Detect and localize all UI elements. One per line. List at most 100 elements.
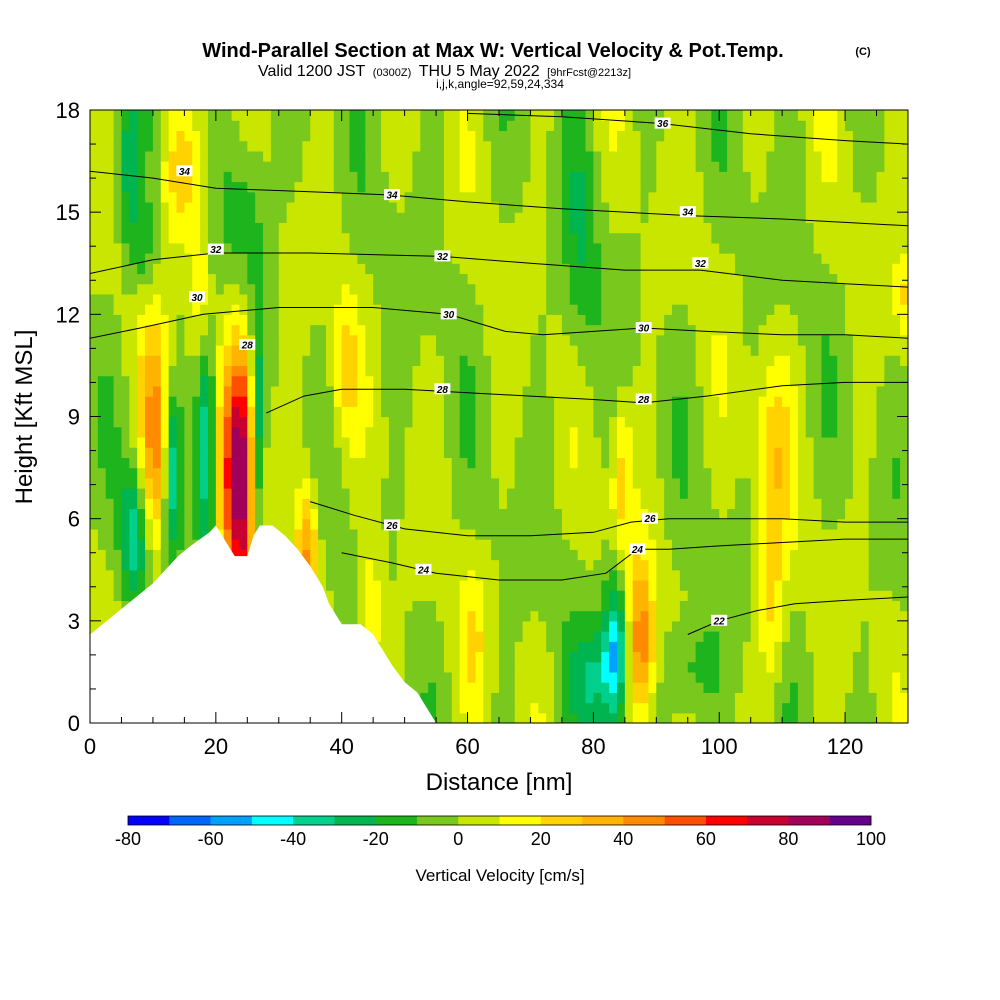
velocity-cell: [561, 161, 571, 172]
velocity-cell: [373, 498, 382, 510]
velocity-cell: [412, 304, 421, 315]
velocity-cell: [223, 365, 233, 377]
velocity-cell: [105, 590, 115, 601]
velocity-cell: [648, 600, 657, 612]
velocity-cell: [239, 161, 248, 172]
velocity-cell: [734, 334, 744, 346]
velocity-cell: [404, 528, 414, 540]
velocity-cell: [483, 579, 492, 591]
velocity-cell: [302, 457, 311, 469]
velocity-cell: [585, 457, 594, 469]
velocity-cell: [396, 549, 406, 561]
velocity-cell: [255, 334, 264, 346]
velocity-cell: [97, 579, 107, 591]
velocity-cell: [341, 426, 351, 438]
velocity-cell: [325, 201, 335, 213]
velocity-cell: [554, 447, 563, 458]
velocity-cell: [499, 232, 508, 244]
velocity-cell: [727, 549, 736, 561]
velocity-cell: [546, 110, 555, 121]
velocity-cell: [349, 467, 359, 479]
velocity-cell: [679, 232, 689, 244]
velocity-cell: [546, 263, 555, 275]
velocity-cell: [451, 161, 461, 172]
velocity-cell: [522, 120, 532, 132]
velocity-cell: [325, 150, 335, 162]
velocity-cell: [585, 549, 594, 561]
velocity-cell: [223, 140, 233, 152]
velocity-cell: [727, 406, 736, 418]
velocity-cell: [176, 467, 185, 479]
velocity-cell: [522, 365, 532, 377]
velocity-cell: [632, 477, 642, 489]
velocity-cell: [207, 263, 217, 275]
velocity-cell: [428, 528, 437, 540]
velocity-cell: [302, 549, 311, 561]
velocity-cell: [215, 150, 225, 162]
velocity-cell: [160, 324, 170, 336]
velocity-cell: [483, 273, 492, 285]
velocity-cell: [719, 140, 728, 152]
velocity-cell: [546, 600, 555, 612]
velocity-cell: [451, 222, 461, 234]
velocity-cell: [640, 549, 650, 561]
velocity-cell: [648, 671, 657, 683]
velocity-cell: [176, 110, 185, 121]
velocity-cell: [436, 559, 445, 571]
velocity-cell: [538, 344, 547, 356]
velocity-cell: [451, 171, 461, 183]
velocity-cell: [499, 416, 508, 428]
velocity-cell: [302, 436, 311, 448]
velocity-cell: [121, 263, 130, 275]
velocity-cell: [609, 528, 618, 540]
velocity-cell: [546, 518, 555, 530]
velocity-cell: [192, 385, 201, 397]
velocity-cell: [223, 406, 233, 418]
velocity-cell: [561, 641, 571, 653]
velocity-cell: [137, 539, 146, 550]
velocity-cell: [695, 375, 705, 387]
velocity-cell: [90, 569, 99, 581]
velocity-cell: [160, 130, 170, 142]
velocity-cell: [624, 712, 634, 723]
velocity-cell: [443, 447, 453, 458]
velocity-cell: [168, 110, 178, 121]
velocity-cell: [388, 120, 398, 132]
velocity-cell: [648, 140, 657, 152]
velocity-cell: [121, 273, 130, 285]
velocity-cell: [609, 631, 618, 642]
velocity-cell: [168, 242, 178, 254]
velocity-cell: [624, 682, 634, 693]
velocity-cell: [129, 436, 138, 448]
velocity-cell: [451, 539, 461, 550]
velocity-cell: [624, 579, 634, 591]
velocity-cell: [703, 171, 712, 183]
velocity-cell: [687, 549, 697, 561]
velocity-cell: [522, 130, 532, 142]
velocity-cell: [491, 242, 500, 254]
velocity-cell: [223, 436, 233, 448]
velocity-cell: [719, 150, 728, 162]
velocity-cell: [483, 467, 492, 479]
velocity-cell: [679, 263, 689, 275]
velocity-cell: [546, 304, 555, 315]
velocity-cell: [538, 661, 547, 673]
velocity-cell: [546, 232, 555, 244]
velocity-cell: [672, 406, 681, 418]
velocity-cell: [483, 631, 492, 642]
velocity-cell: [263, 110, 272, 121]
velocity-cell: [176, 528, 185, 540]
velocity-cell: [420, 110, 429, 121]
velocity-cell: [719, 661, 728, 673]
velocity-cell: [263, 314, 272, 326]
velocity-cell: [278, 426, 288, 438]
velocity-cell: [184, 477, 193, 489]
velocity-cell: [656, 365, 665, 377]
velocity-cell: [318, 579, 327, 591]
velocity-cell: [616, 130, 626, 142]
velocity-cell: [302, 498, 311, 510]
velocity-cell: [679, 682, 689, 693]
velocity-cell: [609, 579, 618, 591]
velocity-cell: [412, 426, 421, 438]
velocity-cell: [412, 528, 421, 540]
